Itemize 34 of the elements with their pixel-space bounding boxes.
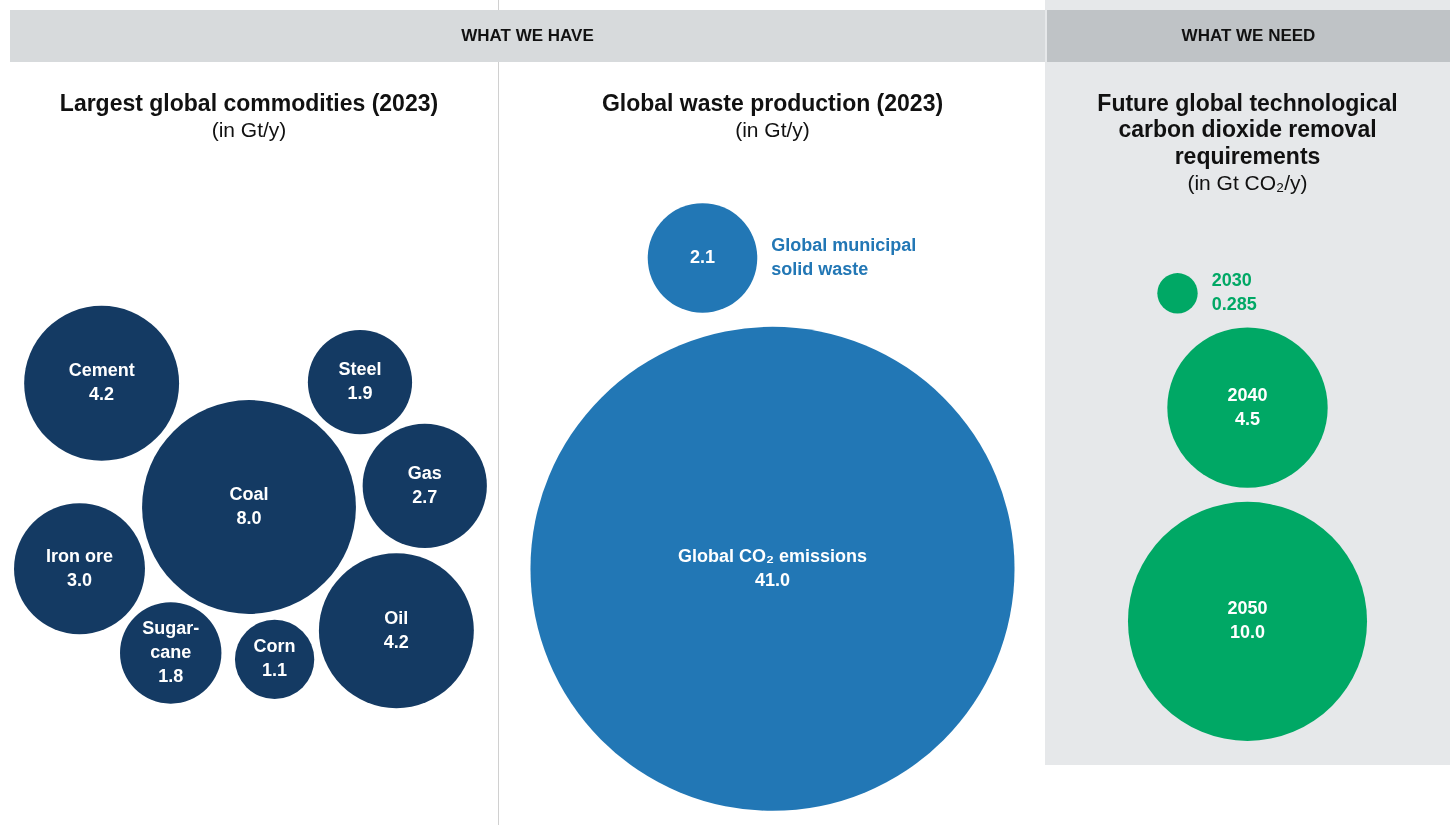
text: Largest global commodities (2023) xyxy=(59,90,439,117)
data-label: 41.0 xyxy=(754,569,791,590)
data-label: 3.0 xyxy=(66,569,93,590)
category-label: Iron ore xyxy=(45,545,113,566)
category-label: Coal xyxy=(229,483,269,504)
data-label: 4.2 xyxy=(383,631,409,652)
text: Global waste production (2023) xyxy=(601,90,944,117)
text: WHAT WE NEED xyxy=(1047,10,1450,62)
category-label: Sugar-cane xyxy=(142,617,200,662)
category-label: Cement xyxy=(68,360,135,381)
text: WHAT WE HAVE xyxy=(10,10,1045,62)
category-label: Corn xyxy=(253,636,296,657)
category-label: Global CO₂ emissions xyxy=(677,545,868,566)
category-label: 2040 xyxy=(1227,384,1268,405)
data-label: 2.1 xyxy=(689,246,716,267)
data-label: 10.0 xyxy=(1229,622,1266,643)
data-label: 1.9 xyxy=(347,383,373,404)
category-label: Gas xyxy=(407,462,442,483)
text: Future global technological carbon dioxide removal requirements xyxy=(1096,90,1399,170)
category-label: 2030 xyxy=(1211,270,1252,291)
text: (in Gt CO₂/y) xyxy=(1187,171,1308,196)
data-label: 4.5 xyxy=(1234,408,1261,429)
data-label: 1.1 xyxy=(262,660,288,681)
data-label: 1.8 xyxy=(158,665,184,686)
text: (in Gt/y) xyxy=(735,118,810,143)
category-label: Oil xyxy=(384,607,409,628)
data-label: 4.2 xyxy=(89,384,115,405)
category-label: Steel xyxy=(338,359,382,380)
category-label: 2050 xyxy=(1227,598,1268,619)
data-label: 0.285 xyxy=(1211,294,1257,315)
data-label: 2.7 xyxy=(412,486,438,507)
category-label: Global municipal solid waste xyxy=(771,234,917,279)
text: (in Gt/y) xyxy=(211,118,287,143)
data-label: 8.0 xyxy=(236,507,262,528)
